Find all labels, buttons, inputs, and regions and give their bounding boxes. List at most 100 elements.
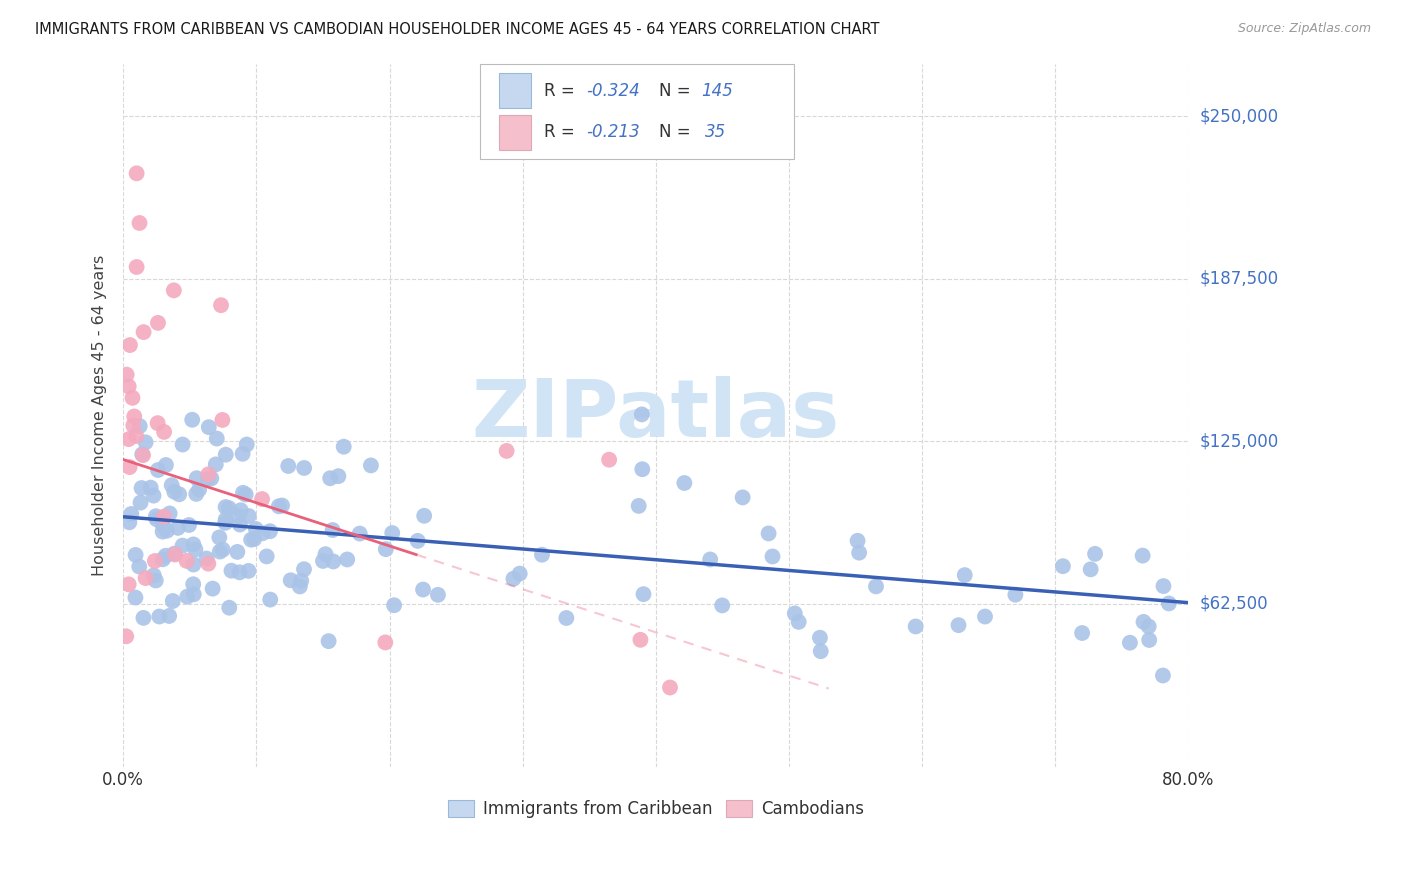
- Point: [118, 516, 141, 530]
- Point: [214, 500, 236, 514]
- Text: $250,000: $250,000: [1199, 107, 1278, 125]
- Point: [132, 611, 155, 625]
- Point: [1152, 668, 1174, 682]
- FancyBboxPatch shape: [499, 73, 531, 108]
- Text: $62,500: $62,500: [1199, 595, 1268, 613]
- Point: [118, 338, 141, 352]
- Point: [318, 634, 340, 648]
- FancyBboxPatch shape: [499, 115, 531, 150]
- Point: [267, 500, 290, 514]
- Point: [315, 547, 337, 561]
- Point: [948, 618, 970, 632]
- Text: -0.213: -0.213: [586, 123, 640, 141]
- Point: [846, 533, 869, 548]
- Point: [143, 554, 166, 568]
- Y-axis label: Householder Income Ages 45 - 64 years: Householder Income Ages 45 - 64 years: [93, 255, 107, 576]
- Point: [322, 554, 344, 568]
- Point: [277, 458, 299, 473]
- Point: [628, 632, 651, 647]
- Point: [200, 471, 222, 485]
- Point: [176, 554, 198, 568]
- FancyBboxPatch shape: [479, 64, 794, 159]
- Point: [172, 437, 194, 451]
- Point: [197, 467, 219, 482]
- Point: [162, 594, 184, 608]
- Point: [214, 516, 236, 530]
- Point: [232, 486, 254, 500]
- Point: [226, 545, 249, 559]
- Legend: Immigrants from Caribbean, Cambodians: Immigrants from Caribbean, Cambodians: [441, 794, 870, 825]
- Point: [132, 448, 155, 462]
- Point: [121, 391, 143, 405]
- Point: [631, 462, 654, 476]
- Point: [1137, 632, 1160, 647]
- Point: [271, 499, 294, 513]
- Point: [176, 590, 198, 604]
- Point: [238, 509, 260, 524]
- Point: [1132, 549, 1154, 563]
- Point: [139, 481, 162, 495]
- Point: [699, 552, 721, 566]
- Point: [1157, 597, 1180, 611]
- Point: [228, 566, 250, 580]
- Point: [177, 518, 200, 533]
- Point: [118, 577, 141, 591]
- Point: [502, 572, 524, 586]
- Point: [129, 495, 152, 509]
- Point: [808, 631, 831, 645]
- Point: [1071, 626, 1094, 640]
- Point: [243, 532, 266, 546]
- Point: [1119, 636, 1142, 650]
- Point: [183, 587, 205, 601]
- Point: [115, 368, 138, 382]
- Point: [172, 539, 194, 553]
- Point: [235, 487, 257, 501]
- Point: [322, 523, 344, 537]
- Text: IMMIGRANTS FROM CARIBBEAN VS CAMBODIAN HOUSEHOLDER INCOME AGES 45 - 64 YEARS COR: IMMIGRANTS FROM CARIBBEAN VS CAMBODIAN H…: [35, 22, 880, 37]
- Point: [146, 316, 169, 330]
- Point: [240, 533, 263, 547]
- Point: [183, 558, 205, 572]
- Text: 145: 145: [702, 81, 734, 100]
- Point: [186, 487, 208, 501]
- Point: [157, 609, 180, 624]
- Text: N =: N =: [659, 81, 696, 100]
- Text: -0.324: -0.324: [586, 81, 640, 100]
- Point: [131, 481, 153, 495]
- Text: N =: N =: [659, 123, 696, 141]
- Point: [125, 429, 148, 443]
- Point: [186, 471, 208, 485]
- Point: [810, 644, 832, 658]
- Point: [530, 548, 553, 562]
- Point: [163, 484, 186, 499]
- Point: [156, 524, 179, 538]
- Point: [229, 517, 252, 532]
- Point: [865, 579, 887, 593]
- Point: [120, 507, 142, 521]
- Point: [145, 512, 167, 526]
- Point: [155, 458, 177, 472]
- Point: [1084, 547, 1107, 561]
- Point: [252, 526, 274, 541]
- Point: [135, 435, 157, 450]
- Point: [673, 475, 696, 490]
- Point: [319, 471, 342, 485]
- Point: [232, 447, 254, 461]
- Point: [148, 609, 170, 624]
- Point: [145, 574, 167, 588]
- Point: [406, 533, 429, 548]
- Point: [259, 592, 281, 607]
- Text: R =: R =: [544, 123, 579, 141]
- Point: [159, 507, 181, 521]
- Text: Source: ZipAtlas.com: Source: ZipAtlas.com: [1237, 22, 1371, 36]
- Point: [155, 549, 177, 563]
- Point: [135, 571, 157, 585]
- Point: [336, 552, 359, 566]
- Point: [218, 501, 240, 516]
- Point: [115, 629, 138, 643]
- Point: [235, 437, 257, 451]
- Point: [627, 499, 650, 513]
- Point: [201, 582, 224, 596]
- Point: [181, 413, 204, 427]
- Point: [181, 577, 204, 591]
